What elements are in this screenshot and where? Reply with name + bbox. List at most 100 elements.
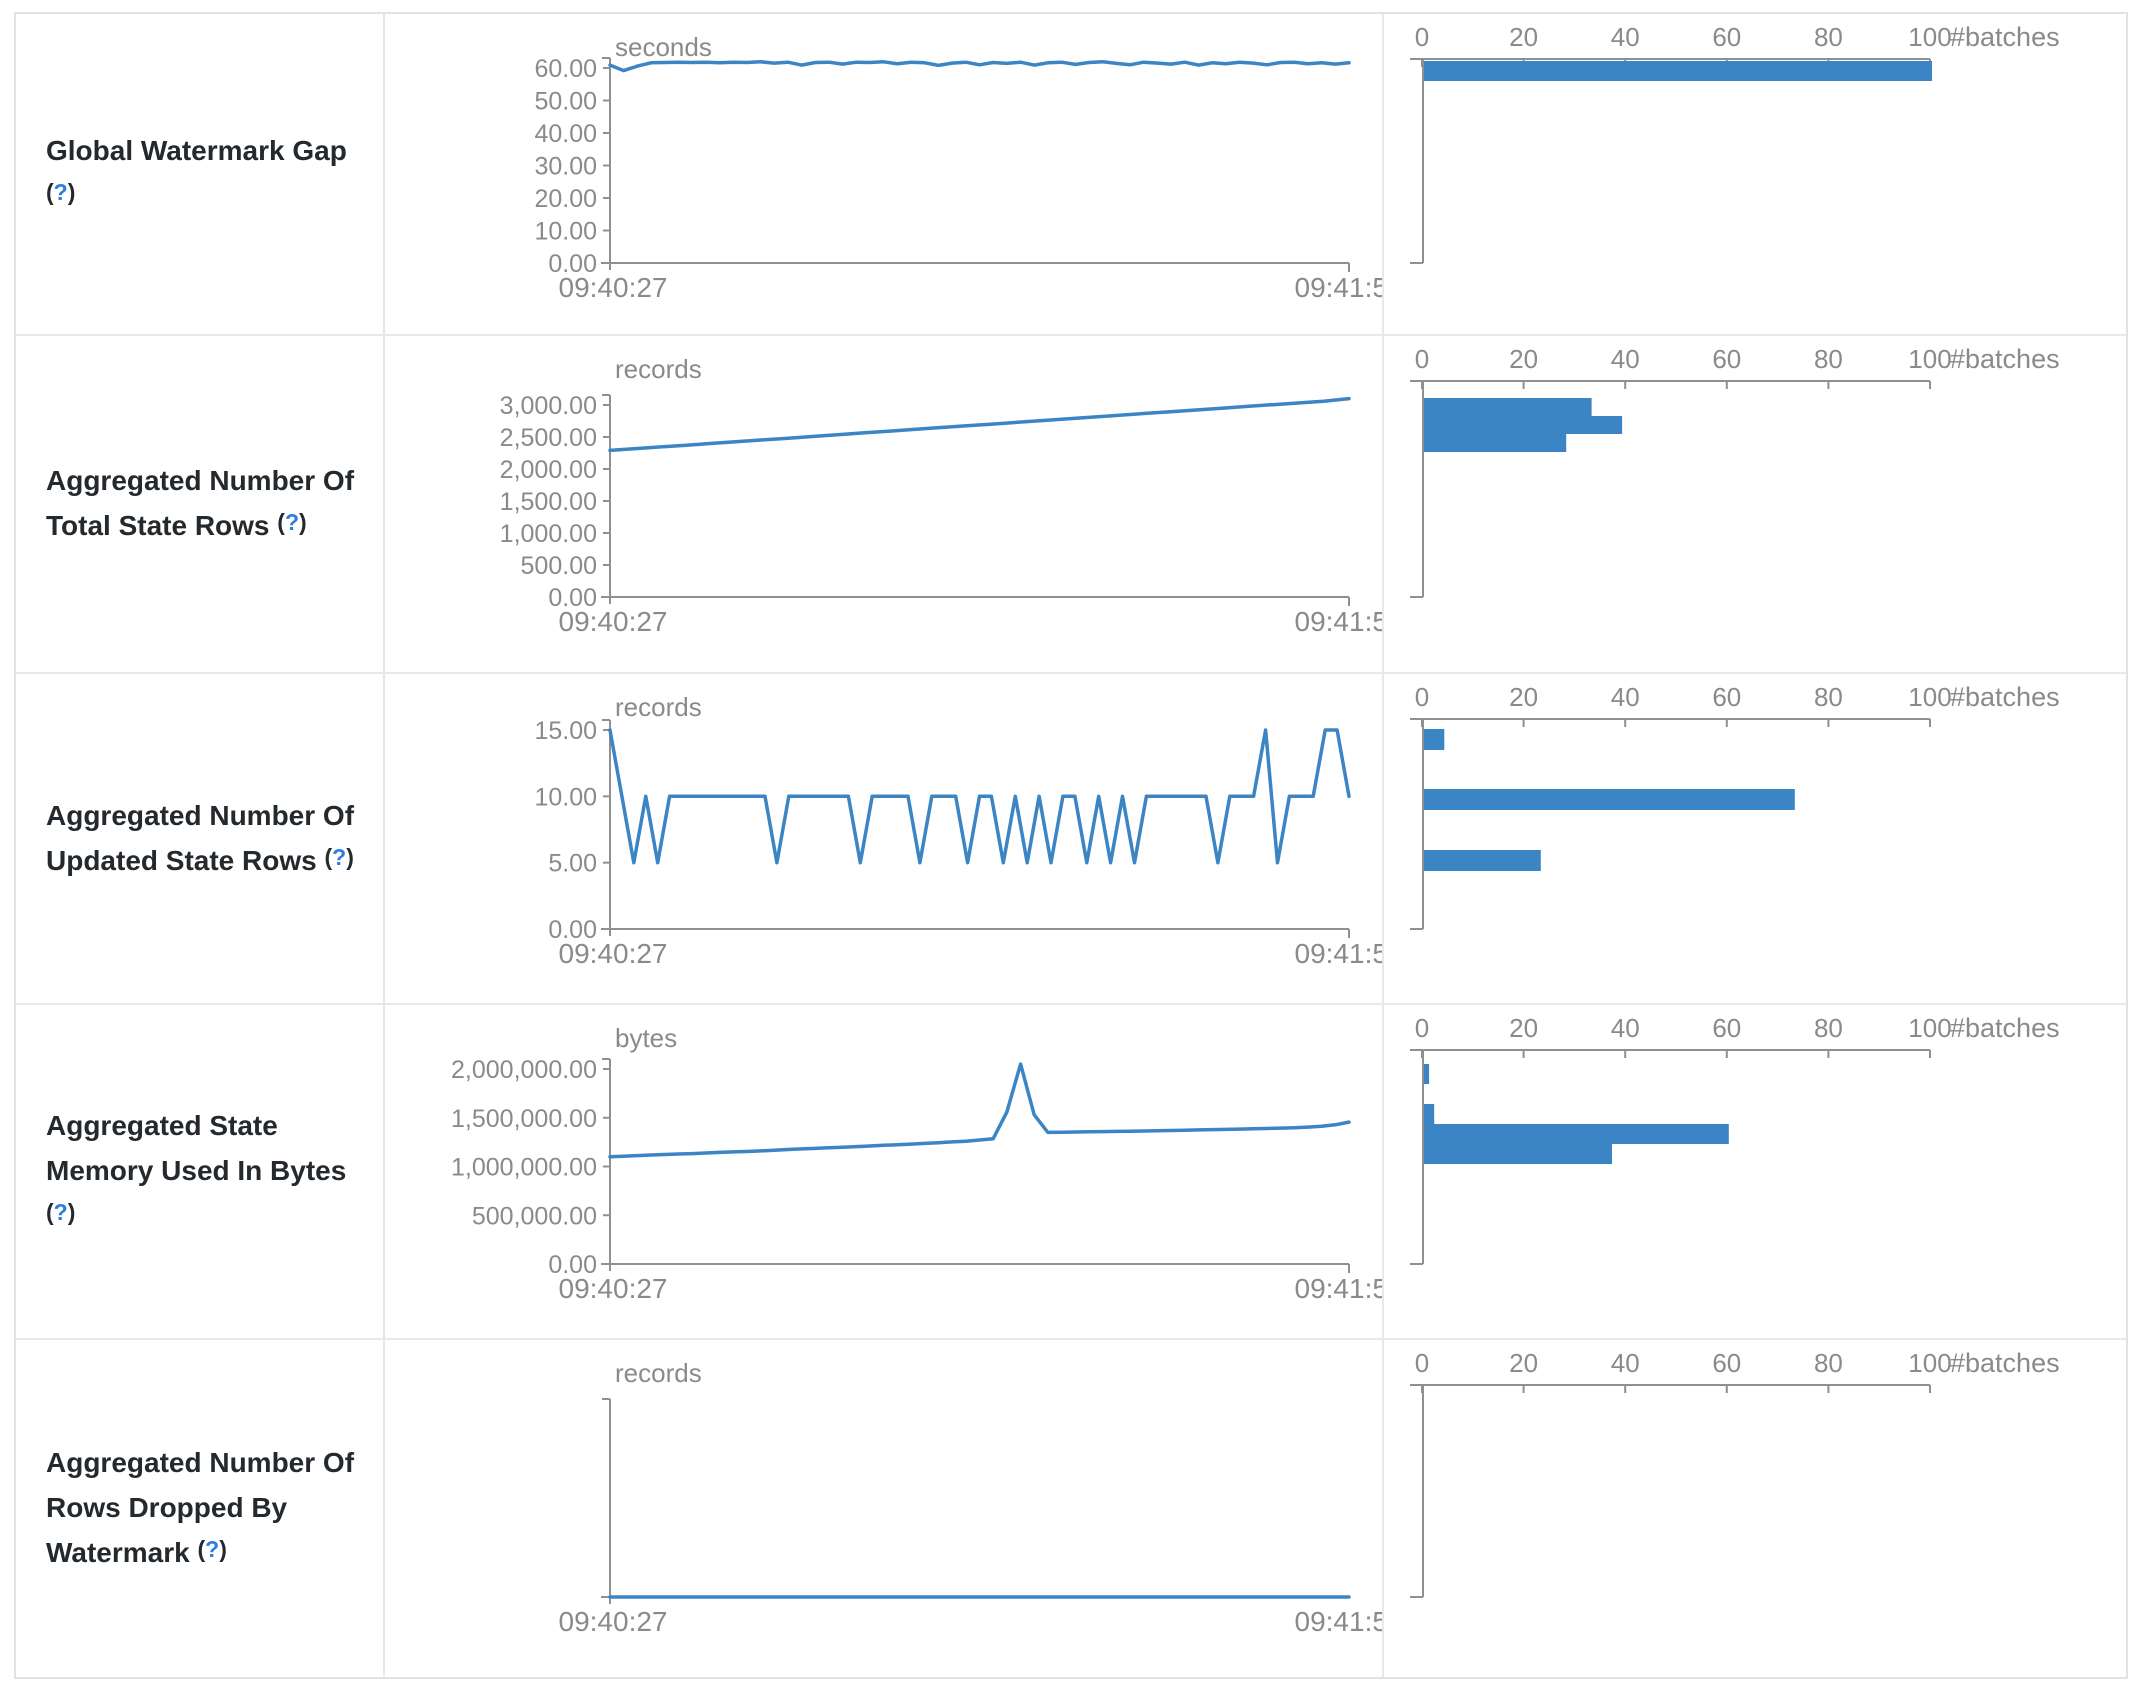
- y-axis: 3,000.00 2,500.00 2,000.00 1,500.00 1,000.00…: [500, 392, 611, 612]
- time-start-label: 09:40:27: [559, 272, 668, 303]
- histogram-x-axis: 0 20 40 60 80 100#batches: [1410, 1348, 2060, 1393]
- metric-label-cell: Global Watermark Gap (?): [16, 14, 385, 334]
- histogram-bar: [1424, 61, 1932, 81]
- histogram-bars: [1424, 398, 1623, 452]
- histogram-bar: [1424, 850, 1541, 871]
- histogram-x-tick-label: 20: [1509, 344, 1538, 374]
- histogram-y-axis: [1410, 1385, 1424, 1598]
- histogram-x-tick-label: 40: [1611, 682, 1640, 712]
- time-start-label: 09:40:27: [559, 606, 668, 637]
- time-end-label: 09:41:56: [1295, 1606, 1383, 1637]
- help-tooltip-link[interactable]: (?): [324, 844, 353, 870]
- histogram-chart-cell: 0 20 40 60 80 100 #batches: [1384, 1340, 2126, 1677]
- batches-axis-label: #batches: [1950, 1348, 2060, 1378]
- histogram-x-tick-label: 100: [1908, 1348, 1951, 1378]
- histogram-x-tick-label: 100: [1908, 344, 1951, 374]
- batches-axis-label: #batches: [1950, 1013, 2060, 1043]
- y-tick-label: 50.00: [534, 88, 597, 116]
- histogram-x-axis: 0 20 40 60 80 100#batches: [1410, 344, 2060, 389]
- histogram-y-axis: [1410, 719, 1424, 930]
- timeline-chart-cell: seconds 60.00 50.00 40.00 30.00 20.00 10.00 0.0…: [385, 14, 1384, 334]
- histogram-chart: 0 20 40 60 80 100#batches: [1410, 344, 2060, 598]
- histogram-x-tick-label: 100: [1908, 22, 1951, 52]
- x-axis: 09:40:27 09:41:56: [559, 596, 1383, 637]
- x-axis: 09:40:27 09:41:56: [559, 928, 1383, 969]
- histogram-chart: 0 20 40 60 80 100#batches: [1410, 1013, 2060, 1265]
- histogram-chart-cell: 0 20 40 60 80 100 #batches: [1384, 1005, 2126, 1338]
- histogram-x-axis: 0 20 40 60 80 100#batches: [1410, 1013, 2060, 1058]
- histogram-x-tick-label: 60: [1712, 682, 1741, 712]
- batches-axis-label: #batches: [1950, 682, 2060, 712]
- histogram-chart-cell: 0 20 40 60 80 100 #batches: [1384, 336, 2126, 672]
- y-tick-label: 500,000.00: [472, 1202, 597, 1230]
- timeline-chart-cell: bytes 2,000,000.00 1,500,000.00 1,000,000.0…: [385, 1005, 1384, 1338]
- help-tooltip-link[interactable]: (?): [197, 1536, 226, 1562]
- metric-label: Global Watermark Gap (?): [46, 129, 383, 219]
- y-tick-label: 15.00: [534, 717, 597, 745]
- metric-label: Aggregated Number Of Total State Rows (?…: [46, 459, 383, 549]
- histogram-bar: [1424, 416, 1623, 434]
- time-end-label: 09:41:56: [1295, 938, 1383, 969]
- histogram-x-tick-label: 20: [1509, 682, 1538, 712]
- histogram-x-tick-label: 20: [1509, 1348, 1538, 1378]
- y-axis-unit-label: bytes: [615, 1023, 677, 1053]
- time-start-label: 09:40:27: [559, 1606, 668, 1637]
- help-paren: ): [346, 843, 354, 870]
- y-tick-label: 0.00: [548, 250, 597, 278]
- time-end-label: 09:41:56: [1295, 1273, 1383, 1304]
- histogram-x-tick-label: 60: [1712, 22, 1741, 52]
- histogram-bar: [1424, 1144, 1612, 1164]
- histogram-chart: 0 20 40 60 80 100#batches: [1410, 682, 2060, 930]
- histogram-x-tick-label: 40: [1611, 1348, 1640, 1378]
- y-tick-label: 40.00: [534, 120, 597, 148]
- timeline-chart: records 09:40:27 09:41:56: [559, 1358, 1383, 1637]
- x-axis: 09:40:27 09:41:56: [559, 1263, 1383, 1304]
- help-paren: ): [67, 179, 76, 205]
- histogram-x-axis: 0 20 40 60 80 100#batches: [1410, 682, 2060, 727]
- histogram-x-tick-label: 40: [1611, 1013, 1640, 1043]
- y-tick-label: 60.00: [534, 55, 597, 83]
- histogram-y-axis: [1410, 1050, 1424, 1265]
- help-tooltip-link[interactable]: (?): [277, 509, 306, 535]
- metric-label-cell: Aggregated Number Of Rows Dropped By Wat…: [16, 1340, 385, 1677]
- y-tick-label: 10.00: [534, 218, 597, 246]
- time-start-label: 09:40:27: [559, 1273, 668, 1304]
- y-axis-unit-label: seconds: [615, 32, 712, 62]
- y-tick-label: 1,500.00: [500, 488, 597, 516]
- histogram-bar: [1424, 729, 1445, 750]
- histogram-x-tick-label: 80: [1814, 22, 1843, 52]
- metric-label-text: Aggregated Number Of Rows Dropped By Wat…: [46, 1447, 355, 1568]
- histogram-chart: 0 20 40 60 80 100#batches: [1410, 22, 2060, 264]
- time-end-label: 09:41:56: [1295, 272, 1383, 303]
- question-mark: ?: [332, 843, 347, 870]
- timeline-chart-cell: records 15.00 10.00 5.00 0.00 09:40:27 09:41:5…: [385, 674, 1384, 1003]
- histogram-x-tick-label: 0: [1415, 344, 1429, 374]
- histogram-chart: 0 20 40 60 80 100#batches: [1410, 1348, 2060, 1598]
- timeline-data-line: [608, 728, 1351, 865]
- histogram-bar: [1424, 1104, 1435, 1124]
- y-axis: 60.00 50.00 40.00 30.00 20.00 10.00 0.00: [534, 55, 611, 278]
- y-tick-label: 500.00: [521, 552, 597, 580]
- y-tick-label: 0.00: [548, 916, 597, 944]
- help-tooltip-link[interactable]: (?): [46, 1199, 75, 1225]
- y-tick-label: 1,000.00: [500, 520, 597, 548]
- histogram-bars: [1424, 729, 1795, 871]
- histogram-x-tick-label: 0: [1415, 682, 1429, 712]
- y-tick-label: 1,000,000.00: [451, 1154, 597, 1182]
- timeline-chart-cell: records 3,000.00 2,500.00 2,000.00 1,500.00 1…: [385, 336, 1384, 672]
- help-tooltip-link[interactable]: (?): [46, 179, 75, 205]
- metric-label-text: Aggregated Number Of Total State Rows: [46, 465, 355, 541]
- time-start-label: 09:40:27: [559, 938, 668, 969]
- histogram-bars: [1424, 1064, 1729, 1164]
- histogram-bar: [1424, 1064, 1430, 1084]
- histogram-x-axis: 0 20 40 60 80 100#batches: [1410, 22, 2060, 67]
- histogram-x-tick-label: 20: [1509, 1013, 1538, 1043]
- histogram-x-tick-label: 20: [1509, 22, 1538, 52]
- y-tick-label: 2,000,000.00: [451, 1056, 597, 1084]
- histogram-y-axis: [1410, 59, 1424, 264]
- histogram-x-tick-label: 0: [1415, 1348, 1429, 1378]
- histogram-x-tick-label: 80: [1814, 1348, 1843, 1378]
- metric-label-cell: Aggregated State Memory Used In Bytes (?…: [16, 1005, 385, 1338]
- time-end-label: 09:41:56: [1295, 606, 1383, 637]
- y-axis: [602, 1398, 611, 1604]
